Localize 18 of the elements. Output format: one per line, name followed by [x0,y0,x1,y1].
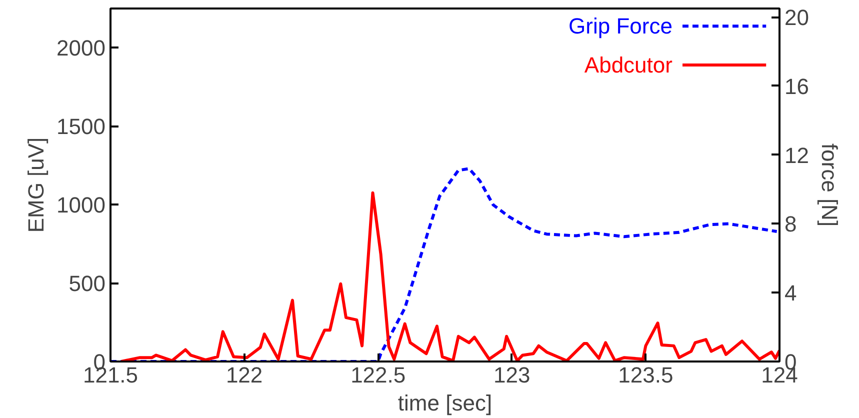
x-tick-label: 123.5 [618,362,674,388]
y2-tick-label: 8 [784,212,797,237]
y-tick-label: 500 [68,271,106,296]
x-tick-label: 122.5 [350,362,406,388]
x-tick-label: 123 [494,362,530,388]
y2-tick-label: 20 [784,5,809,30]
y2-tick-label: 4 [784,280,797,306]
y-axis-title: EMG [uV] [24,137,49,233]
legend-label: Abdcutor [584,52,672,78]
y-tick-label: 2000 [56,36,106,61]
y-tick-label: 1000 [56,192,106,218]
y2-axis-title: force [N] [816,143,842,227]
y2-tick-label: 12 [784,142,809,168]
y2-tick-label: 16 [784,74,809,99]
x-tick-label: 122 [226,362,263,388]
x-axis-title: time [sec] [398,390,492,416]
y-tick-label: 1500 [56,114,106,140]
legend-label: Grip Force [568,14,672,39]
